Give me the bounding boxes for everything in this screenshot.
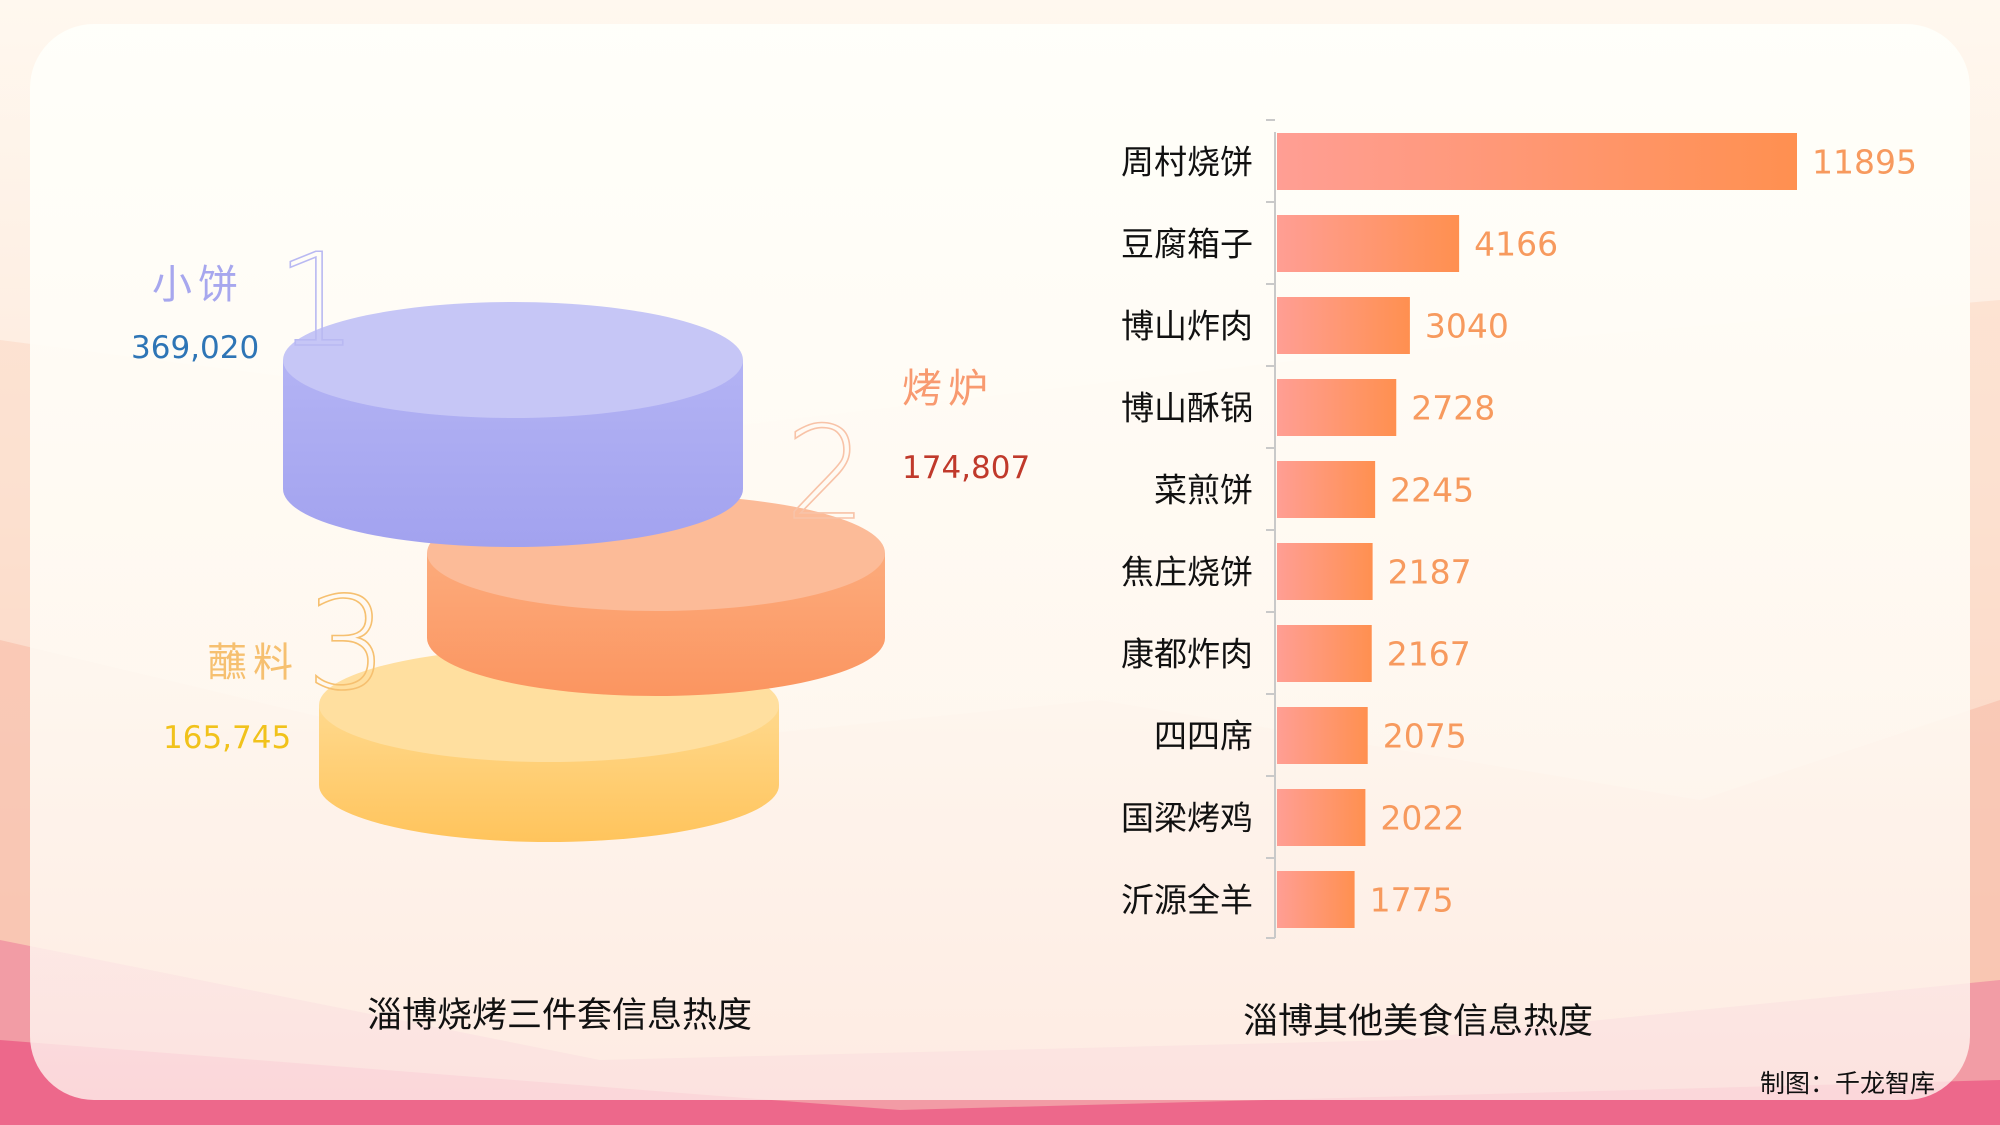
- bar-5: [1277, 461, 1376, 518]
- category-label-6: 焦庄烧饼: [1121, 553, 1253, 592]
- value-label-9: 2022: [1380, 799, 1464, 838]
- left-chart-title: 淄博烧烤三件套信息热度: [367, 996, 753, 1036]
- bars-layer: 周村烧饼 11895 豆腐箱子 4166 博山炸肉 3040 博山酥锅 2728 菜煎饼 2245…: [1121, 119, 1917, 939]
- value-label-3: 3040: [1425, 307, 1509, 346]
- credit-text: 制图：千龙智库: [1760, 1069, 1936, 1098]
- category-label-10: 沂源全羊: [1121, 881, 1253, 920]
- rank-2-numeral: 2: [785, 400, 866, 549]
- value-label-8: 2075: [1383, 717, 1467, 756]
- value-dip: 165,745: [163, 720, 292, 756]
- bar-2: [1277, 215, 1460, 272]
- value-label-4: 2728: [1411, 389, 1495, 428]
- value-label-10: 1775: [1370, 881, 1454, 920]
- cylinder-oven: [427, 495, 885, 696]
- value-label-5: 2245: [1390, 471, 1474, 510]
- label-dip: 蘸料: [207, 640, 299, 686]
- bar-4: [1277, 379, 1397, 436]
- value-label-1: 11895: [1812, 143, 1917, 182]
- value-label-6: 2187: [1388, 553, 1472, 592]
- value-biscuit: 369,020: [131, 330, 260, 366]
- value-label-2: 4166: [1474, 225, 1558, 264]
- label-oven: 烤炉: [902, 366, 994, 412]
- bar-6: [1277, 543, 1373, 600]
- bar-9: [1277, 789, 1366, 846]
- rank-3-numeral: 3: [306, 570, 387, 719]
- content-card: [30, 24, 1970, 1100]
- value-label-7: 2167: [1387, 635, 1471, 674]
- category-label-2: 豆腐箱子: [1121, 225, 1253, 264]
- category-label-8: 四四席: [1154, 717, 1253, 756]
- category-label-5: 菜煎饼: [1154, 471, 1253, 510]
- bar-10: [1277, 871, 1355, 928]
- category-label-7: 康都炸肉: [1121, 635, 1253, 674]
- bar-7: [1277, 625, 1372, 682]
- label-biscuit: 小饼: [152, 262, 244, 308]
- bar-3: [1277, 297, 1410, 354]
- bar-1: [1277, 133, 1797, 190]
- right-chart-title: 淄博其他美食信息热度: [1243, 1002, 1594, 1042]
- value-oven: 174,807: [902, 450, 1031, 486]
- category-label-4: 博山酥锅: [1121, 389, 1253, 428]
- bar-8: [1277, 707, 1368, 764]
- category-label-9: 国梁烤鸡: [1121, 799, 1253, 838]
- category-label-1: 周村烧饼: [1121, 143, 1253, 182]
- category-label-3: 博山炸肉: [1121, 307, 1253, 346]
- rank-1-numeral: 1: [276, 227, 357, 376]
- cylinder-biscuit: [283, 302, 743, 547]
